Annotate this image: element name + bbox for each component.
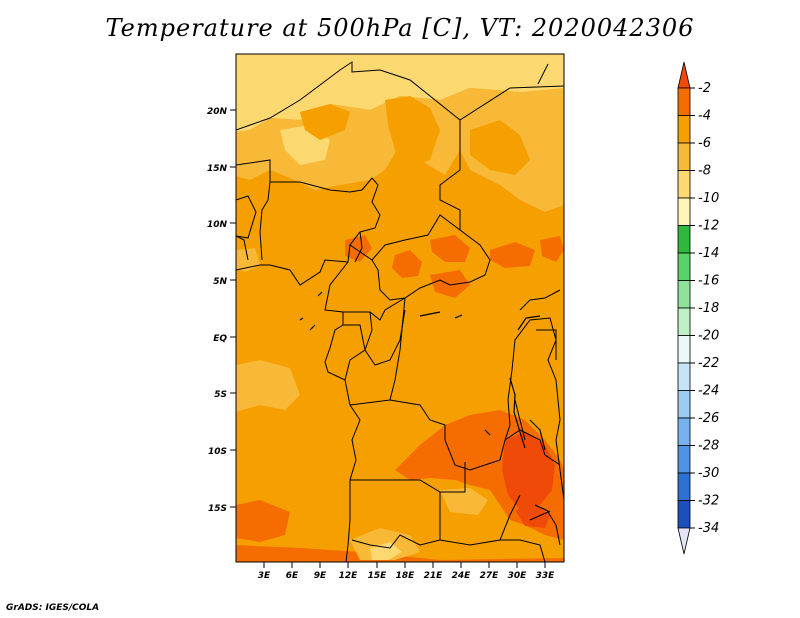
lat-label: 20N [207, 107, 228, 117]
colorbar-upper-arrow [677, 61, 691, 89]
colorbar-label: -6 [698, 136, 711, 151]
colorbar-label: -22 [698, 356, 719, 371]
colorbar-label: -34 [698, 521, 719, 536]
colorbar-boxes [677, 61, 691, 555]
field-warm-blob-6 [540, 236, 564, 262]
colorbar-box [677, 335, 691, 364]
field-sw-cool [236, 360, 300, 412]
lakes [299, 291, 551, 513]
lon-label: 18E [396, 571, 416, 581]
field-south-warm-strip [236, 500, 290, 542]
lon-label: 3E [258, 571, 271, 581]
lat-label: 10N [207, 220, 228, 230]
field-warm-blob-5 [430, 270, 470, 298]
colorbar-box [677, 307, 691, 336]
field-warm-blob-1 [392, 250, 422, 278]
colorbar-label: -28 [698, 439, 719, 454]
lat-label: 10S [208, 447, 227, 457]
lat-label: 5N [213, 277, 227, 287]
map-frame [235, 53, 565, 563]
latitude-axis: 20N 15N 10N 5N EQ 5S 10S 15S [207, 107, 236, 514]
colorbar-label: -12 [698, 219, 719, 234]
colorbar-box [677, 280, 691, 309]
colorbar-box [677, 500, 691, 529]
lat-label: EQ [213, 334, 227, 344]
colorbar-box [677, 472, 691, 501]
colorbar-lower-arrow [677, 527, 691, 555]
colorbar-box [677, 417, 691, 446]
colorbar-label: -26 [698, 411, 719, 426]
country-borders [236, 61, 564, 562]
temperature-field [236, 54, 564, 562]
colorbar-box [677, 197, 691, 226]
field-warm-blob-3 [490, 242, 535, 268]
lon-label: 15E [368, 571, 388, 581]
colorbar-label: -8 [698, 164, 711, 179]
colorbar-box [677, 445, 691, 474]
field-north-warm-patch1 [300, 104, 350, 140]
grads-credit: GrADS: IGES/COLA [6, 603, 100, 613]
field-warm-blob-2 [430, 235, 470, 262]
field-south-warm-strip2 [236, 545, 564, 562]
lat-label: 5S [214, 390, 227, 400]
lon-label: 12E [339, 571, 359, 581]
colorbar-label: -2 [698, 81, 711, 96]
lon-label: 33E [536, 571, 556, 581]
colorbar-label: -32 [698, 494, 719, 509]
colorbar-label: -30 [698, 466, 719, 481]
map-title: Temperature at 500hPa [C], VT: 202004230… [105, 14, 695, 42]
field-se-hot-2 [515, 505, 550, 528]
colorbar-label: -18 [698, 301, 719, 316]
field-se-hot [502, 432, 555, 510]
colorbar-label: -20 [698, 329, 719, 344]
longitude-axis: 3E 6E 9E 12E 15E 18E 21E 24E 27E 30E 33E [258, 562, 555, 581]
colorbar-labels: -2 -4 -6 -8 -10 -12 -14 -16 -18 -20 -22 -24 -26 -28 -3… [690, 81, 719, 536]
field-north-warm-patch3 [470, 120, 530, 175]
colorbar-label: -16 [698, 274, 719, 289]
colorbar-box [677, 142, 691, 171]
colorbar-box [677, 252, 691, 281]
colorbar-label: -4 [698, 109, 711, 124]
colorbar-box [677, 115, 691, 144]
colorbar-box [677, 87, 691, 116]
lon-label: 24E [452, 571, 472, 581]
lat-label: 15N [207, 164, 228, 174]
field-south-mid [440, 488, 488, 515]
colorbar-box [677, 170, 691, 199]
colorbar-label: -14 [698, 246, 719, 261]
lat-label: 15S [208, 504, 227, 514]
colorbar-box [677, 390, 691, 419]
lon-label: 6E [286, 571, 299, 581]
lon-label: 9E [314, 571, 327, 581]
colorbar-label: -10 [698, 191, 719, 206]
lon-label: 27E [480, 571, 500, 581]
field-north-warm-patch2 [385, 96, 440, 168]
lon-label: 30E [508, 571, 528, 581]
lon-label: 21E [424, 571, 444, 581]
colorbar-box [677, 225, 691, 254]
field-ne-pale [470, 54, 564, 92]
colorbar-label: -24 [698, 384, 719, 399]
colorbar-box [677, 362, 691, 391]
colorbar: -2 -4 -6 -8 -10 -12 -14 -16 -18 -20 -22 -24 -26 -28 -3… [677, 61, 719, 555]
